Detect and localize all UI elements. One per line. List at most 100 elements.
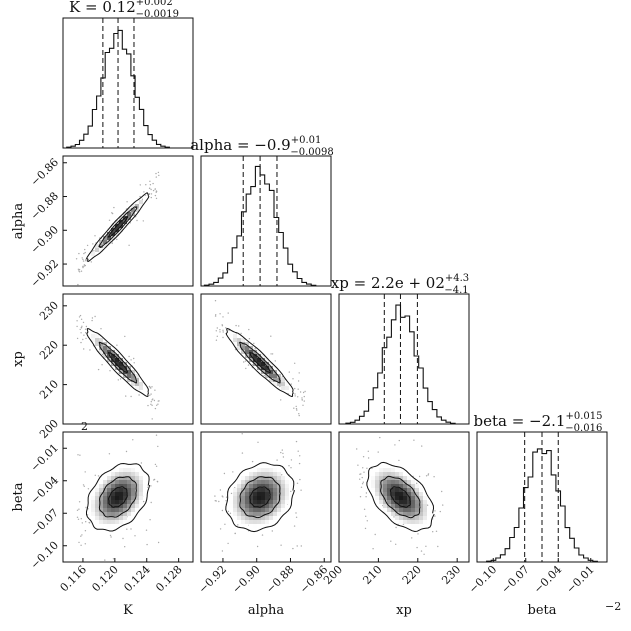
density-cell: [285, 500, 289, 504]
scatter-point: [141, 198, 144, 200]
frame-xp-beta: [338, 431, 470, 563]
density-cell: [127, 468, 131, 472]
scatter-point: [155, 191, 157, 193]
x-tick-label-xp: 220: [400, 563, 424, 587]
density-cell: [233, 504, 237, 508]
density-cell: [253, 358, 257, 362]
density-cell: [415, 496, 419, 500]
density-cell: [131, 468, 135, 472]
density-cell: [241, 484, 245, 488]
density-cell: [139, 386, 143, 390]
scatter-point: [248, 328, 250, 331]
density-cell: [427, 508, 431, 512]
density-cell: [95, 492, 99, 496]
density-cell: [257, 468, 261, 472]
scatter-point: [92, 243, 94, 245]
scatter-point: [154, 188, 156, 190]
scatter-point: [82, 258, 84, 261]
density-cell: [399, 480, 403, 484]
density-cell: [233, 492, 237, 496]
density-cell: [99, 248, 103, 252]
density-cell: [131, 492, 135, 496]
density-cell: [127, 476, 131, 480]
density-cell: [399, 488, 403, 492]
density-cell: [285, 484, 289, 488]
density-cell: [99, 342, 103, 346]
y-tick-label-alpha: −0.90: [28, 223, 61, 256]
density-cell: [395, 508, 399, 512]
density-cell: [241, 512, 245, 516]
density-cell: [285, 386, 289, 390]
histogram-alpha: [203, 165, 317, 286]
density-cell: [257, 508, 261, 512]
density-cell: [107, 476, 111, 480]
density-cell: [115, 362, 119, 366]
scatter-point: [270, 353, 272, 355]
scatter-point: [108, 453, 111, 455]
scatter-point: [158, 174, 160, 177]
scatter-point: [82, 484, 85, 486]
density-cell: [277, 476, 281, 480]
density-cell: [371, 476, 375, 480]
density-cell: [99, 516, 103, 520]
density-cell: [237, 346, 241, 350]
y-tick-label-alpha: −0.86: [28, 156, 61, 189]
contour-2: [380, 475, 421, 519]
density-cell: [399, 520, 403, 524]
density-cell: [245, 346, 249, 350]
density-cell: [253, 516, 257, 520]
x-axis-label-beta: beta: [528, 603, 557, 618]
density-cell: [245, 492, 249, 496]
density-cell: [383, 500, 387, 504]
density-cell: [257, 520, 261, 524]
density-cell: [403, 496, 407, 500]
density-cell: [265, 488, 269, 492]
scatter-point: [398, 459, 400, 462]
scatter-point: [76, 516, 79, 518]
density-cell: [379, 500, 383, 504]
scatter-point: [76, 509, 79, 511]
density-alpha-xp: [214, 300, 306, 417]
scatter-point: [298, 372, 300, 374]
scatter-point: [82, 321, 85, 324]
density-cell: [91, 508, 95, 512]
scatter-point: [83, 252, 85, 255]
density-cell: [103, 492, 107, 496]
density-cell: [395, 472, 399, 476]
density-cell: [127, 512, 131, 516]
density-cell: [253, 476, 257, 480]
scatter-point: [134, 535, 136, 537]
density-cell: [91, 512, 95, 516]
scatter-point: [157, 171, 160, 174]
scatter-point: [364, 527, 367, 530]
density-cell: [107, 484, 111, 488]
density-cell: [119, 496, 123, 500]
density-cell: [119, 366, 123, 370]
density-cell: [245, 484, 249, 488]
scatter-point: [145, 184, 147, 186]
scatter-point: [299, 455, 301, 457]
scatter-point: [215, 500, 217, 502]
density-cell: [139, 382, 143, 386]
density-cell: [111, 484, 115, 488]
scatter-point: [221, 550, 224, 552]
density-cell: [399, 492, 403, 496]
density-cell: [241, 520, 245, 524]
density-cell: [241, 516, 245, 520]
density-cell: [131, 378, 135, 382]
scatter-point: [290, 383, 292, 385]
density-cell: [245, 480, 249, 484]
density-cell: [265, 504, 269, 508]
density-cell: [403, 508, 407, 512]
scatter-point: [84, 264, 87, 267]
density-cell: [423, 504, 427, 508]
density-cell: [139, 488, 143, 492]
density-cell: [253, 520, 257, 524]
density-cell: [407, 492, 411, 496]
contour-3: [225, 327, 294, 398]
density-cell: [245, 500, 249, 504]
scatter-point: [426, 504, 429, 506]
density-cell: [103, 512, 107, 516]
scatter-point: [151, 418, 153, 420]
scatter-point: [78, 252, 80, 255]
